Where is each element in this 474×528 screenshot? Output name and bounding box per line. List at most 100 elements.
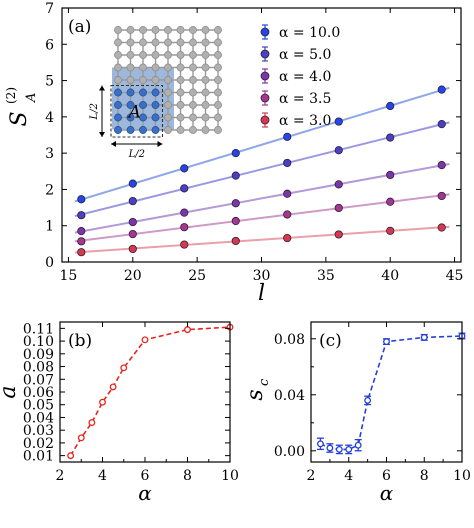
lattice-site <box>164 113 172 122</box>
y-tick-label: 0.11 <box>23 321 54 337</box>
lattice-site <box>214 76 222 84</box>
data-point <box>77 434 85 442</box>
lattice-site <box>201 26 210 34</box>
lattice-site <box>176 88 185 97</box>
lattice-site <box>201 51 210 59</box>
lattice-site <box>151 63 160 72</box>
lattice-site <box>164 26 172 34</box>
lattice-site <box>214 26 222 34</box>
lattice-site <box>214 113 222 122</box>
data-point <box>283 210 292 219</box>
y-tick-label: 0.07 <box>23 372 54 388</box>
lattice-site <box>201 126 210 134</box>
data-point <box>386 133 395 142</box>
legend-marker <box>260 115 270 125</box>
data-point <box>231 171 240 180</box>
lattice-site <box>114 51 122 59</box>
data-point <box>180 184 189 193</box>
legend-label: α = 4.0 <box>279 69 331 85</box>
lattice-site <box>151 51 160 59</box>
y-tick-label: 0.10 <box>23 334 54 350</box>
subsystem-boundary <box>110 84 164 138</box>
lattice-site <box>189 26 197 34</box>
data-point <box>326 444 334 452</box>
y-tick-label: 0.03 <box>23 423 54 439</box>
lattice-site <box>139 126 147 134</box>
panel-label: (a) <box>68 17 91 37</box>
data-point <box>180 223 189 232</box>
legend-label: α = 3.0 <box>279 113 331 129</box>
data-point <box>437 161 446 170</box>
data-point <box>386 226 395 235</box>
y-tick-label: 0 <box>45 255 54 271</box>
lattice-site <box>214 126 222 134</box>
lattice-site <box>139 38 147 47</box>
data-point <box>128 244 137 254</box>
x-tick-label: 10 <box>453 468 471 484</box>
lattice-site <box>164 63 172 72</box>
lattice-site <box>151 26 160 34</box>
lattice-site <box>164 38 172 47</box>
x-axis-label: l <box>258 281 265 306</box>
y-label-subscript: A <box>24 93 39 103</box>
y-tick-label: 0.06 <box>23 385 54 401</box>
data-point <box>283 189 292 198</box>
data-point <box>231 216 240 226</box>
lattice-site <box>164 76 172 84</box>
lattice-site <box>176 51 185 59</box>
y-tick-label: 6 <box>45 37 54 53</box>
lattice-site <box>176 126 185 134</box>
data-point <box>77 248 86 257</box>
data-point <box>180 208 189 217</box>
series-group <box>74 85 450 257</box>
data-point <box>335 445 343 453</box>
lattice-site <box>214 63 222 72</box>
lattice-site <box>201 76 210 84</box>
legend-marker <box>260 93 270 103</box>
x-tick-label: 6 <box>141 468 150 484</box>
lattice-site <box>126 26 135 34</box>
lattice-site <box>139 63 147 72</box>
y-tick-label: 4 <box>45 110 54 126</box>
lattice-site <box>151 76 160 84</box>
lattice-site <box>126 126 135 134</box>
data-point <box>77 237 86 246</box>
lattice-site <box>139 51 147 59</box>
data-point <box>109 383 117 391</box>
lattice-site <box>201 63 210 72</box>
y-tick-label: 0.08 <box>23 360 54 376</box>
data-point <box>437 223 446 232</box>
lattice-site <box>214 101 222 109</box>
data-point <box>283 158 292 168</box>
x-tick-label: 40 <box>381 268 399 284</box>
data-point <box>231 149 240 158</box>
y-label-main: s <box>243 389 268 400</box>
data-point <box>128 229 137 239</box>
data-point <box>180 240 189 249</box>
y-axis-label: SA (2) <box>4 87 39 127</box>
data-point <box>437 85 446 94</box>
lattice-site <box>176 113 185 122</box>
lattice-site <box>114 26 122 34</box>
lattice-site <box>176 76 185 84</box>
lattice-site <box>139 88 147 97</box>
data-point <box>67 452 75 460</box>
panel-a: AL/2L/2α = 10.0α = 5.0α = 4.0α = 3.5α = … <box>4 1 463 306</box>
legend-label: α = 5.0 <box>279 47 331 63</box>
lattice-site <box>126 63 135 72</box>
lattice-site <box>201 38 210 47</box>
x-tick-label: 45 <box>446 268 464 284</box>
data-point <box>345 445 353 453</box>
data-point <box>437 191 446 201</box>
lattice-site <box>189 88 197 97</box>
data-point <box>386 101 395 111</box>
lattice-site <box>176 63 185 72</box>
lattice-site <box>164 51 172 59</box>
x-tick-label: 8 <box>420 468 429 484</box>
y-tick-label: 0.09 <box>23 347 54 363</box>
y-tick-label: 0.04 <box>274 388 305 404</box>
panel-label: (b) <box>68 331 92 351</box>
series-line <box>69 326 231 457</box>
x-tick-label: 4 <box>344 468 353 484</box>
